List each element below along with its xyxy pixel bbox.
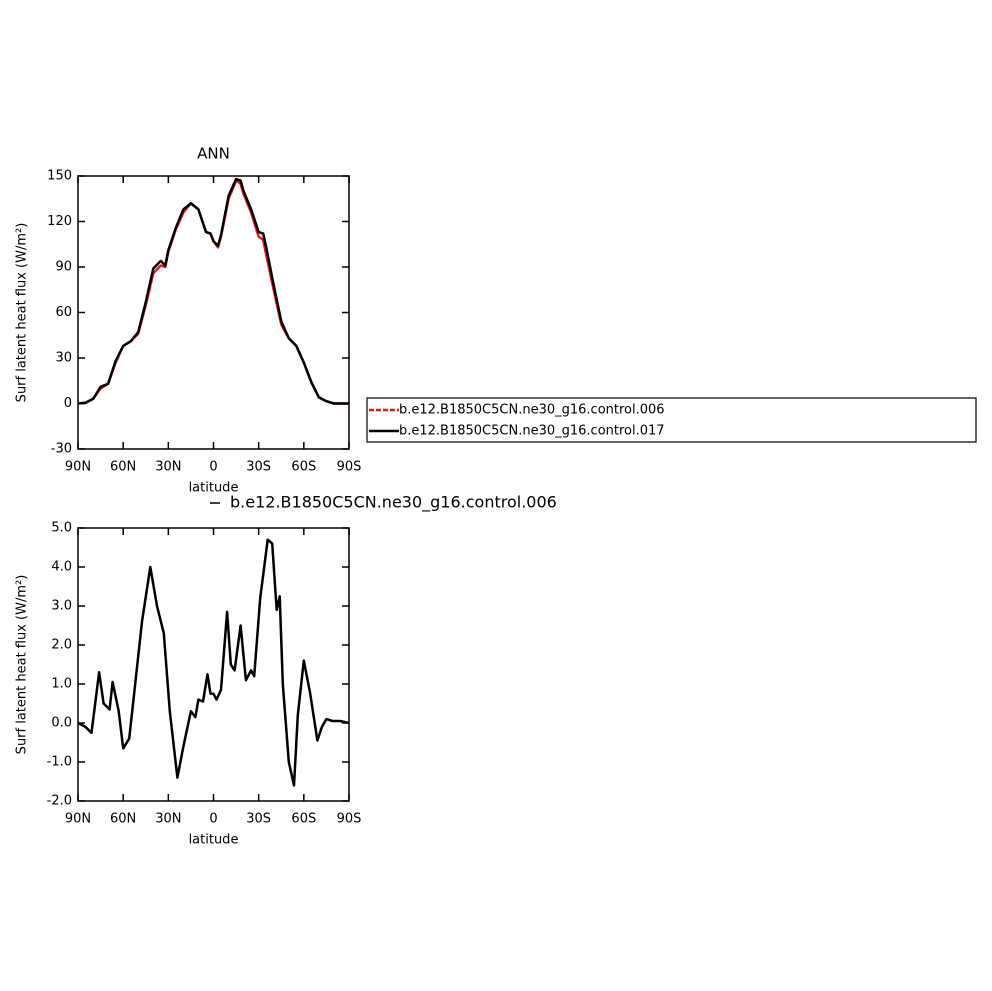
x-axis-label: latitude — [189, 481, 239, 496]
y-tick-label: 3.0 — [51, 599, 72, 614]
y-tick-label: 30 — [55, 351, 72, 366]
y-tick-label: -2.0 — [47, 794, 72, 809]
y-tick-label: 4.0 — [51, 560, 72, 575]
x-tick-label: 90N — [65, 460, 91, 475]
y-tick-label: -1.0 — [47, 755, 72, 770]
legend-label: b.e12.B1850C5CN.ne30_g16.control.017 — [399, 424, 665, 439]
series-line — [77, 177, 349, 405]
y-tick-label: -30 — [51, 442, 72, 457]
y-tick-label: 0 — [64, 396, 72, 411]
x-tick-label: 30N — [155, 812, 181, 827]
x-tick-label: 0 — [209, 460, 217, 475]
y-tick-label: 90 — [55, 260, 72, 275]
y-tick-label: 1.0 — [51, 677, 72, 692]
x-tick-label: 30N — [155, 460, 181, 475]
x-tick-label: 0 — [209, 812, 217, 827]
series-line — [77, 179, 349, 405]
legend-box — [366, 397, 977, 443]
series-line — [77, 538, 350, 787]
x-tick-label: 60N — [110, 812, 136, 827]
x-tick-label: 30S — [246, 812, 271, 827]
plot-frame — [77, 175, 350, 450]
y-tick-label: 0.0 — [51, 716, 72, 731]
x-tick-label: 90S — [337, 460, 362, 475]
y-tick-label: 5.0 — [51, 521, 72, 536]
y-tick-label: 120 — [47, 214, 72, 229]
y-axis-label: Surf latent heat flux (W/m²) — [15, 223, 30, 403]
y-axis-label: Surf latent heat flux (W/m²) — [15, 575, 30, 755]
x-tick-label: 90S — [337, 812, 362, 827]
y-tick-label: 150 — [47, 169, 72, 184]
x-tick-label: 60S — [291, 812, 316, 827]
x-tick-label: 30S — [246, 460, 271, 475]
x-tick-label: 90N — [65, 812, 91, 827]
x-axis-label: latitude — [189, 833, 239, 848]
y-tick-label: 2.0 — [51, 638, 72, 653]
x-tick-label: 60N — [110, 460, 136, 475]
x-tick-label: 60S — [291, 460, 316, 475]
legend-label: b.e12.B1850C5CN.ne30_g16.control.006 — [399, 403, 665, 418]
y-tick-label: 60 — [55, 305, 72, 320]
legend-label: b.e12.B1850C5CN.ne30_g16.control.006 — [230, 493, 557, 513]
plot-frame — [77, 527, 350, 802]
chart-title: ANN — [197, 145, 230, 163]
